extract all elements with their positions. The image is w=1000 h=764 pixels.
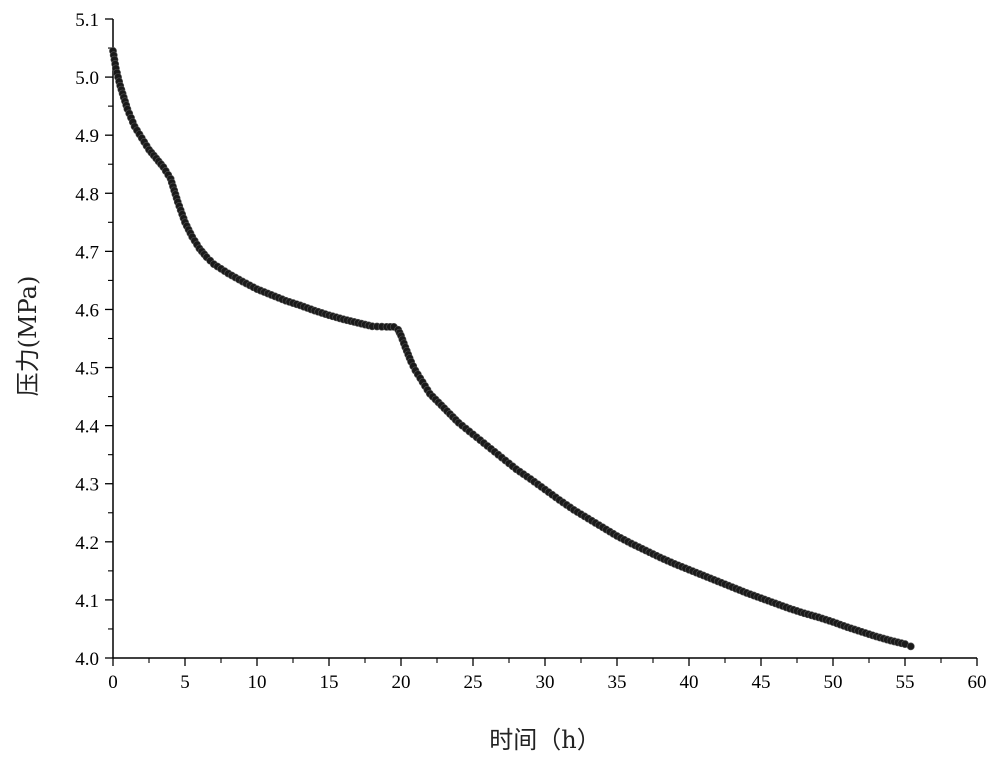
y-tick-label: 4.2 [75, 533, 99, 554]
y-tick-label: 4.4 [75, 417, 99, 438]
y-tick-label: 4.6 [75, 300, 99, 321]
y-tick-label: 4.3 [75, 475, 99, 496]
x-tick-label: 35 [608, 672, 627, 693]
y-tick-label: 4.1 [75, 591, 99, 612]
axes [112, 19, 977, 659]
y-axis-title: 压力(MPa) [14, 276, 42, 397]
x-tick-label: 30 [536, 672, 555, 693]
y-tick-label: 4.7 [75, 242, 99, 263]
y-tick-label: 4.5 [75, 359, 99, 380]
y-tick-label: 5.0 [75, 68, 99, 89]
x-tick-label: 55 [896, 672, 915, 693]
x-tick-label: 50 [824, 672, 843, 693]
x-tick-label: 25 [464, 672, 483, 693]
data-point [906, 642, 915, 651]
data-points [109, 47, 915, 651]
x-tick-labels: 0 5 10 15 20 25 30 35 40 45 50 55 60 [108, 672, 986, 693]
x-tick-label: 40 [680, 672, 699, 693]
x-tick-label: 45 [752, 672, 771, 693]
y-tick-label: 4.9 [75, 126, 99, 147]
x-axis-title: 时间（h） [489, 726, 600, 754]
tick-marks [105, 18, 978, 666]
x-tick-label: 0 [108, 672, 118, 693]
x-tick-label: 10 [248, 672, 267, 693]
x-tick-label: 60 [968, 672, 987, 693]
y-tick-label: 4.0 [75, 649, 99, 670]
x-tick-label: 15 [320, 672, 339, 693]
y-tick-label: 5.1 [75, 10, 99, 31]
y-tick-label: 4.8 [75, 184, 99, 205]
y-tick-labels: 4.0 4.1 4.2 4.3 4.4 4.5 4.6 4.7 4.8 4.9 5.0 5.1 [75, 10, 99, 670]
x-tick-label: 5 [180, 672, 190, 693]
x-tick-label: 20 [392, 672, 411, 693]
